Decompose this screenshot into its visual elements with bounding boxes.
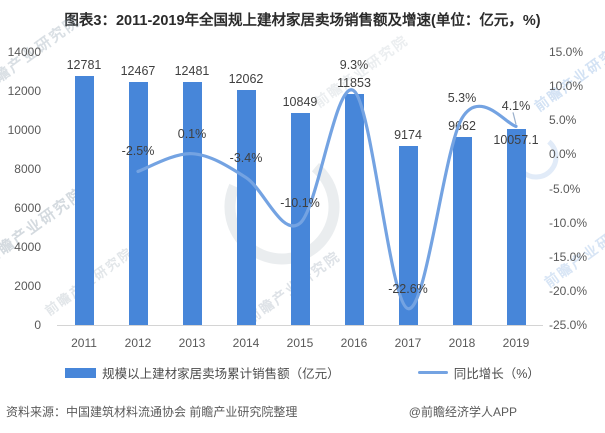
right-axis-tick: 10.0% xyxy=(549,79,584,94)
bar-label-2019: 10057.1 xyxy=(493,132,539,147)
legend-item-growth: 同比增长（%） xyxy=(417,363,540,382)
right-axis-tick: -20.0% xyxy=(549,283,588,298)
x-tick-2018: 2018 xyxy=(448,336,476,350)
left-axis-tick: 10000 xyxy=(7,123,41,137)
left-axis-tick: 6000 xyxy=(14,201,41,215)
bar-2019 xyxy=(506,128,526,325)
growth-label-2018: 5.3% xyxy=(447,91,477,106)
left-axis-tick: 0 xyxy=(34,318,41,332)
bar-2016 xyxy=(344,93,364,325)
bar-2018 xyxy=(452,136,472,325)
x-tick-2016: 2016 xyxy=(340,336,368,350)
x-tick-2013: 2013 xyxy=(178,336,206,350)
bar-series-swatch xyxy=(65,367,97,378)
legend: 规模以上建材家居卖场累计销售额（亿元） 同比增长（%） xyxy=(0,363,605,382)
left-axis-tick: 14000 xyxy=(7,45,41,59)
bar-2012 xyxy=(128,81,148,325)
growth-label-2014: -3.4% xyxy=(229,150,263,165)
source-note: 资料来源：中国建筑材料流通协会 前瞻产业研究院整理 xyxy=(6,405,298,419)
bar-label-2013: 12481 xyxy=(174,63,210,78)
left-axis-tick: 8000 xyxy=(14,162,41,176)
bar-2014 xyxy=(236,89,256,325)
growth-label-2013: 0.1% xyxy=(177,126,207,141)
right-axis-tick: -5.0% xyxy=(549,181,581,196)
right-axis-tick: 15.0% xyxy=(549,45,584,59)
bar-2017 xyxy=(398,146,418,325)
x-axis-baseline xyxy=(57,325,543,326)
bar-2013 xyxy=(182,81,202,325)
x-tick-2019: 2019 xyxy=(502,336,530,350)
legend-label-growth: 同比增长（%） xyxy=(453,367,540,381)
x-tick-2017: 2017 xyxy=(394,336,422,350)
growth-label-2019: 4.1% xyxy=(501,99,531,114)
growth-label-2012: -2.5% xyxy=(121,144,155,159)
growth-label-2015: -10.1% xyxy=(280,196,320,211)
left-axis-tick: 12000 xyxy=(7,84,41,98)
left-axis-tick: 4000 xyxy=(14,240,41,254)
bar-label-2014: 12062 xyxy=(228,71,264,86)
x-tick-2011: 2011 xyxy=(71,336,97,350)
right-axis-tick: 5.0% xyxy=(549,113,577,128)
x-tick-2015: 2015 xyxy=(286,336,314,350)
bar-label-2011: 12781 xyxy=(66,57,102,72)
right-axis-tick: -10.0% xyxy=(549,215,588,230)
x-tick-2012: 2012 xyxy=(124,336,152,350)
bar-2011 xyxy=(74,75,94,325)
line-series-swatch xyxy=(417,371,448,374)
growth-label-2017: -22.6% xyxy=(388,281,428,296)
right-axis-tick: 0.0% xyxy=(549,147,577,162)
bar-label-2012: 12467 xyxy=(120,63,156,78)
bar-label-2016: 11853 xyxy=(337,75,371,90)
growth-label-2016: 9.3% xyxy=(339,57,369,72)
chart-title: 图表3：2011-2019年全国规上建材家居卖场销售额及增速(单位：亿元，%) xyxy=(64,13,541,29)
legend-label-sales: 规模以上建材家居卖场累计销售额（亿元） xyxy=(102,367,340,381)
bar-label-2018: 9662 xyxy=(448,118,476,133)
x-tick-2014: 2014 xyxy=(232,336,260,350)
right-axis-tick: -25.0% xyxy=(549,318,588,332)
credit-note: @前瞻经济学人APP xyxy=(408,405,517,419)
right-axis-tick: -15.0% xyxy=(549,249,588,264)
footer: 资料来源：中国建筑材料流通协会 前瞻产业研究院整理 @前瞻经济学人APP xyxy=(6,403,517,420)
left-axis-tick: 2000 xyxy=(14,279,41,293)
label-leader-line xyxy=(512,112,517,125)
legend-item-sales: 规模以上建材家居卖场累计销售额（亿元） xyxy=(65,363,340,382)
bar-2015 xyxy=(290,113,310,325)
bar-label-2015: 10849 xyxy=(282,95,318,110)
